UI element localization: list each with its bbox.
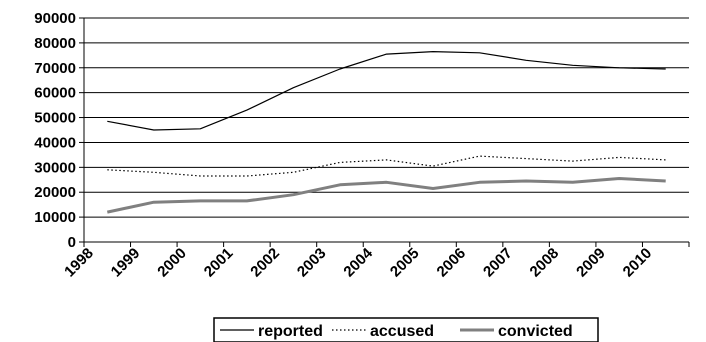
x-tick-label: 2000 — [154, 245, 190, 281]
y-tick-label: 80000 — [34, 35, 76, 52]
y-tick-label: 40000 — [34, 134, 76, 151]
x-tick-label: 2001 — [201, 245, 237, 281]
x-tick-label: 2003 — [294, 245, 330, 281]
y-tick-label: 60000 — [34, 85, 76, 102]
y-tick-label: 70000 — [34, 60, 76, 77]
y-tick-label: 0 — [68, 234, 76, 251]
legend-box — [213, 317, 599, 342]
x-tick-label: 2002 — [247, 245, 283, 281]
y-tick-label: 20000 — [34, 184, 76, 201]
x-tick-label: 2009 — [573, 245, 609, 281]
x-tick-label: 2004 — [340, 244, 376, 280]
x-tick-label: 1999 — [108, 245, 144, 281]
x-tick-label: 2007 — [480, 245, 516, 281]
x-axis-tick-labels: 1998 1999 2000 2001 2002 2003 2004 2005 2006 2007… — [61, 244, 655, 280]
x-tick-label: 2005 — [387, 245, 423, 281]
x-tick-label: 1998 — [61, 245, 97, 281]
y-tick-label: 30000 — [34, 159, 76, 176]
series-line-reported — [107, 50, 666, 131]
x-tick-label: 2010 — [620, 245, 656, 281]
x-tick-label: 2008 — [527, 245, 563, 281]
y-tick-label: 90000 — [34, 10, 76, 27]
legend: reported accused convicted — [213, 317, 599, 342]
x-tick-label: 2006 — [434, 245, 470, 281]
legend-label-convicted: convicted — [498, 323, 573, 340]
axes — [79, 17, 690, 247]
y-tick-label: 50000 — [34, 110, 76, 127]
series-line-accused — [107, 155, 666, 177]
legend-label-accused: accused — [370, 323, 434, 340]
y-axis-tick-labels: 0 10000 20000 30000 40000 50000 60000 70000 8000… — [34, 10, 76, 251]
legend-label-reported: reported — [258, 323, 323, 340]
series-line-convicted — [106, 177, 666, 214]
series-lines — [106, 50, 666, 214]
y-tick-label: 10000 — [34, 209, 76, 226]
gridlines — [84, 17, 689, 218]
